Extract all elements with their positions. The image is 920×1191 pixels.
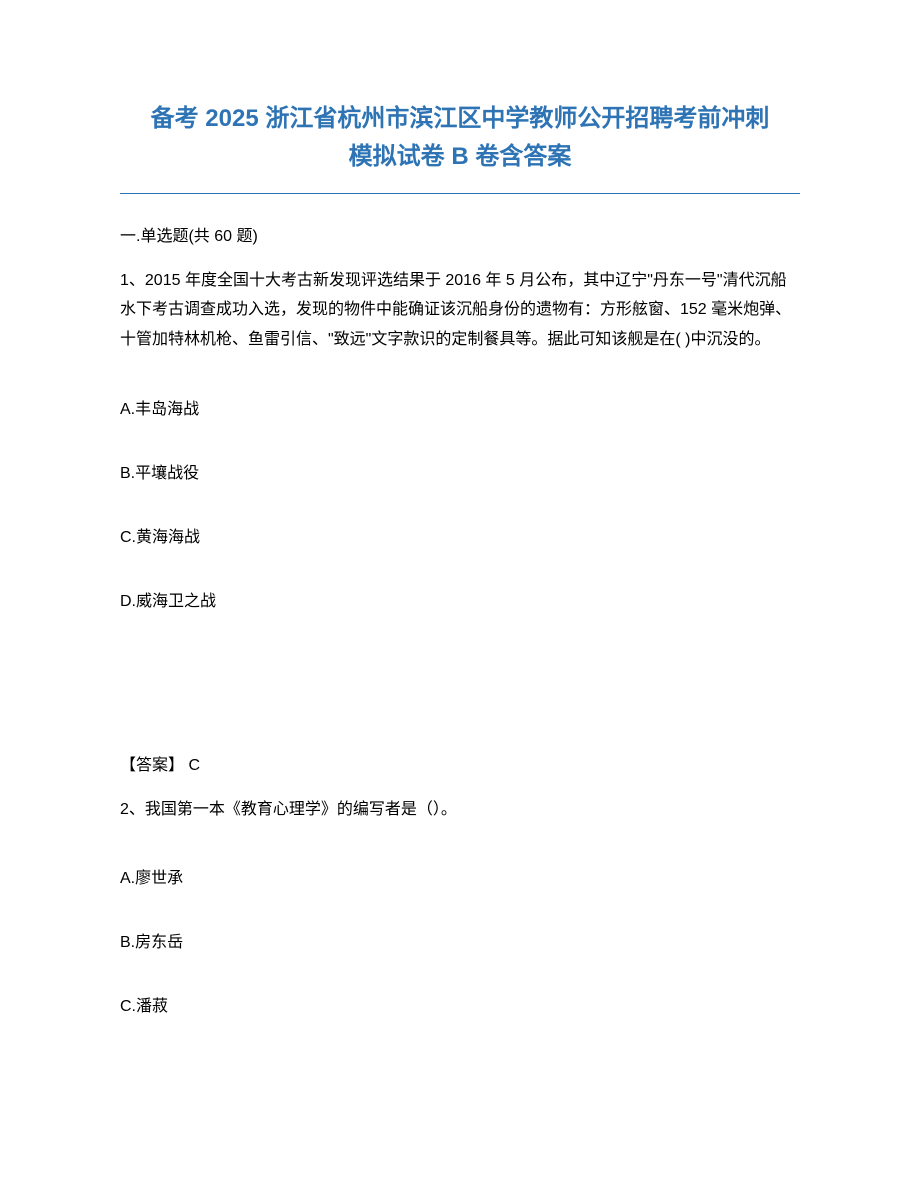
question-2-option-c: C.潘菽	[120, 992, 800, 1016]
question-2-text: 2、我国第一本《教育心理学》的编写者是（）。	[120, 795, 800, 825]
title-divider	[120, 193, 800, 194]
question-1-option-a: A.丰岛海战	[120, 395, 800, 419]
question-1-answer: 【答案】 C	[120, 751, 800, 775]
question-2-option-a: A.廖世承	[120, 864, 800, 888]
title-line-1: 备考 2025 浙江省杭州市滨江区中学教师公开招聘考前冲刺	[120, 100, 800, 138]
question-1-option-b: B.平壤战役	[120, 459, 800, 483]
question-1-option-c: C.黄海海战	[120, 523, 800, 547]
question-1-option-d: D.威海卫之战	[120, 587, 800, 611]
question-2-option-b: B.房东岳	[120, 928, 800, 952]
section-header: 一.单选题(共 60 题)	[120, 222, 800, 246]
question-1-text: 1、2015 年度全国十大考古新发现评选结果于 2016 年 5 月公布，其中辽…	[120, 266, 800, 355]
document-title: 备考 2025 浙江省杭州市滨江区中学教师公开招聘考前冲刺 模拟试卷 B 卷含答…	[120, 100, 800, 177]
title-line-2: 模拟试卷 B 卷含答案	[120, 138, 800, 176]
